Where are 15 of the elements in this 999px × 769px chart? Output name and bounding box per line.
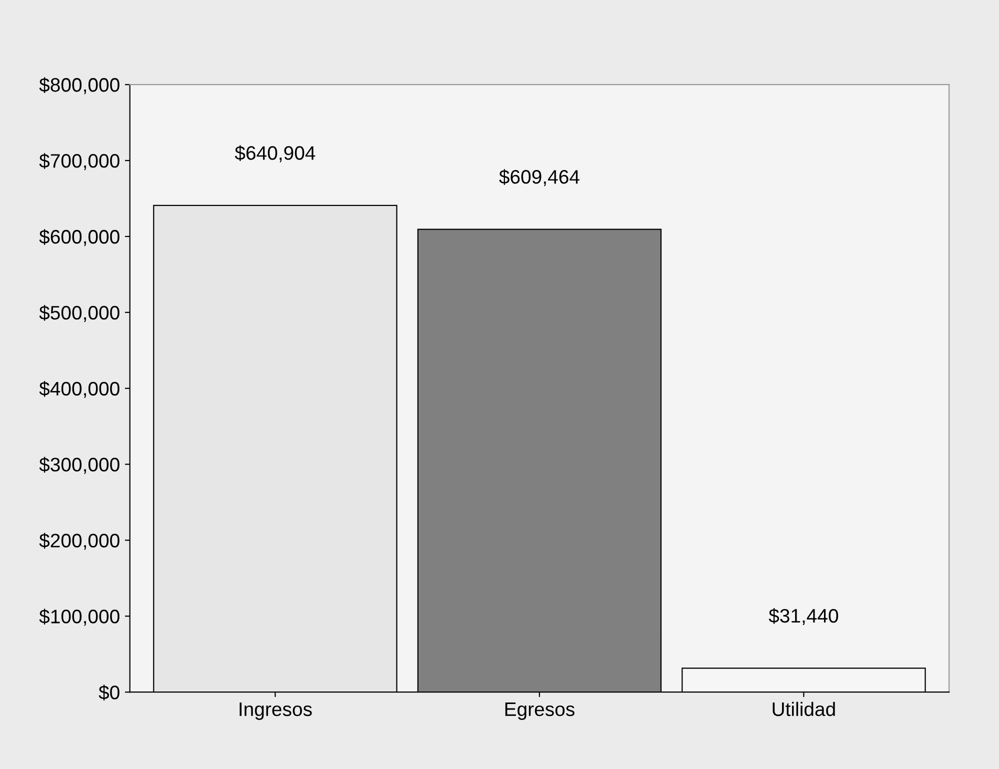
y-tick-label: $600,000	[39, 229, 120, 246]
data-label: $640,904	[234, 145, 316, 162]
y-tick-label: $300,000	[39, 456, 120, 474]
y-tick-label: $700,000	[39, 153, 120, 170]
y-tick-label: $400,000	[39, 380, 120, 398]
y-tick-label: $100,000	[39, 608, 120, 626]
y-tick-label: $0	[98, 684, 120, 700]
data-label: $31,440	[768, 608, 838, 626]
y-tick-label: $200,000	[39, 532, 120, 550]
x-tick-label: Ingresos	[240, 702, 312, 720]
y-tick-label: $500,000	[39, 305, 120, 322]
x-tick-label: Egresos	[505, 702, 574, 720]
data-label: $609,464	[499, 169, 580, 186]
y-tick-label: $800,000	[39, 77, 120, 94]
x-tick-label: Utilidad	[772, 702, 835, 716]
